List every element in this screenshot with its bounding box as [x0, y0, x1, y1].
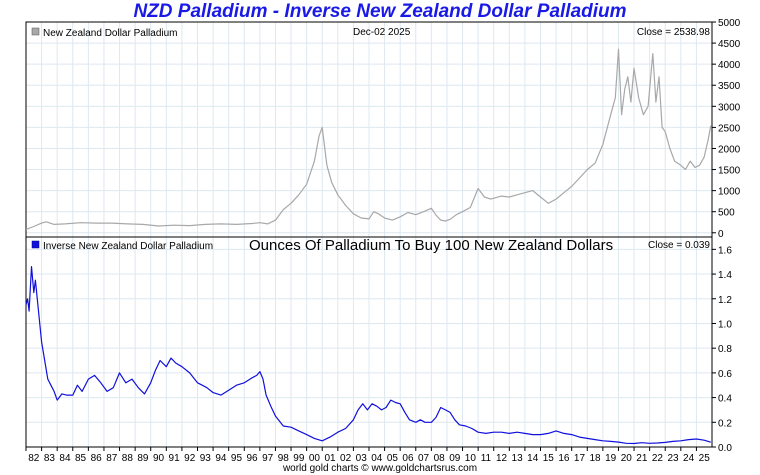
x-tick-label: 93 [200, 453, 212, 464]
x-tick-label: 17 [574, 453, 586, 464]
x-tick-label: 96 [247, 453, 259, 464]
x-tick-label: 07 [418, 453, 430, 464]
x-tick-label: 97 [262, 453, 274, 464]
axis-layer: 0500100015002000250030003500400045005000… [25, 18, 741, 464]
x-tick-label: 16 [558, 453, 570, 464]
upper-close-label: Close = 2538.98 [637, 27, 711, 38]
lower-series-line [25, 266, 711, 445]
x-tick-label: 05 [387, 453, 399, 464]
x-tick-label: 84 [59, 453, 71, 464]
series-layer [25, 48, 712, 445]
lower-y-tick-label: 0.4 [718, 394, 732, 405]
x-tick-label: 86 [91, 453, 103, 464]
x-tick-label: 13 [512, 453, 524, 464]
x-tick-label: 15 [543, 453, 555, 464]
upper-y-tick-label: 4000 [718, 60, 741, 71]
x-tick-label: 00 [309, 453, 321, 464]
lower-y-tick-label: 0.2 [718, 418, 732, 429]
lower-y-tick-label: 0.0 [718, 443, 732, 454]
lower-subtitle: Ounces Of Palladium To Buy 100 New Zeala… [249, 237, 613, 254]
x-tick-label: 82 [28, 453, 40, 464]
upper-y-tick-label: 2500 [718, 123, 741, 134]
lower-y-tick-label: 0.6 [718, 369, 732, 380]
upper-y-tick-label: 5000 [718, 18, 741, 29]
x-tick-label: 91 [169, 453, 181, 464]
upper-y-tick-label: 3000 [718, 102, 741, 113]
x-tick-label: 21 [636, 453, 648, 464]
upper-y-tick-label: 1500 [718, 166, 741, 177]
x-tick-label: 90 [153, 453, 165, 464]
footer-credit: world gold charts © www.goldchartsrus.co… [282, 463, 478, 474]
x-tick-label: 24 [683, 453, 695, 464]
x-tick-label: 23 [667, 453, 679, 464]
x-tick-label: 12 [496, 453, 508, 464]
upper-y-tick-label: 500 [718, 208, 735, 219]
x-tick-label: 88 [122, 453, 134, 464]
upper-legend-swatch [31, 27, 40, 36]
upper-date-label: Dec-02 2025 [353, 27, 411, 38]
chart-title: NZD Palladium - Inverse New Zealand Doll… [133, 1, 627, 22]
upper-y-tick-label: 2000 [718, 144, 741, 155]
x-tick-label: 25 [699, 453, 711, 464]
x-tick-label: 83 [44, 453, 56, 464]
x-tick-label: 92 [184, 453, 196, 464]
x-tick-label: 01 [324, 453, 336, 464]
x-tick-label: 19 [605, 453, 617, 464]
x-tick-label: 94 [215, 453, 227, 464]
x-tick-label: 98 [278, 453, 290, 464]
grid-layer [25, 21, 712, 448]
lower-legend-label: Inverse New Zealand Dollar Palladium [43, 241, 213, 252]
upper-legend-label: New Zealand Dollar Palladium [43, 28, 178, 39]
lower-close-label: Close = 0.039 [648, 240, 710, 251]
x-tick-label: 09 [449, 453, 461, 464]
x-tick-label: 22 [652, 453, 664, 464]
upper-y-tick-label: 1000 [718, 187, 741, 198]
x-tick-label: 85 [75, 453, 87, 464]
upper-y-tick-label: 3500 [718, 81, 741, 92]
lower-y-tick-label: 1.4 [718, 270, 732, 281]
lower-y-tick-label: 1.6 [718, 245, 732, 256]
upper-series-line [25, 48, 712, 230]
upper-y-tick-label: 0 [718, 229, 724, 240]
lower-y-tick-label: 1.2 [718, 295, 732, 306]
x-tick-label: 87 [106, 453, 118, 464]
x-tick-label: 03 [356, 453, 368, 464]
x-tick-label: 02 [340, 453, 352, 464]
x-tick-label: 06 [402, 453, 414, 464]
lower-y-tick-label: 0.8 [718, 344, 732, 355]
x-tick-label: 20 [621, 453, 633, 464]
x-tick-label: 04 [371, 453, 383, 464]
x-tick-label: 11 [481, 453, 492, 464]
lower-legend-swatch [31, 240, 40, 249]
x-tick-label: 99 [293, 453, 305, 464]
x-tick-label: 18 [590, 453, 602, 464]
upper-y-tick-label: 4500 [718, 39, 741, 50]
lower-y-tick-label: 1.0 [718, 319, 732, 330]
x-tick-label: 95 [231, 453, 243, 464]
x-tick-label: 14 [527, 453, 539, 464]
x-tick-label: 89 [137, 453, 149, 464]
x-tick-label: 10 [465, 453, 477, 464]
x-tick-label: 08 [434, 453, 446, 464]
